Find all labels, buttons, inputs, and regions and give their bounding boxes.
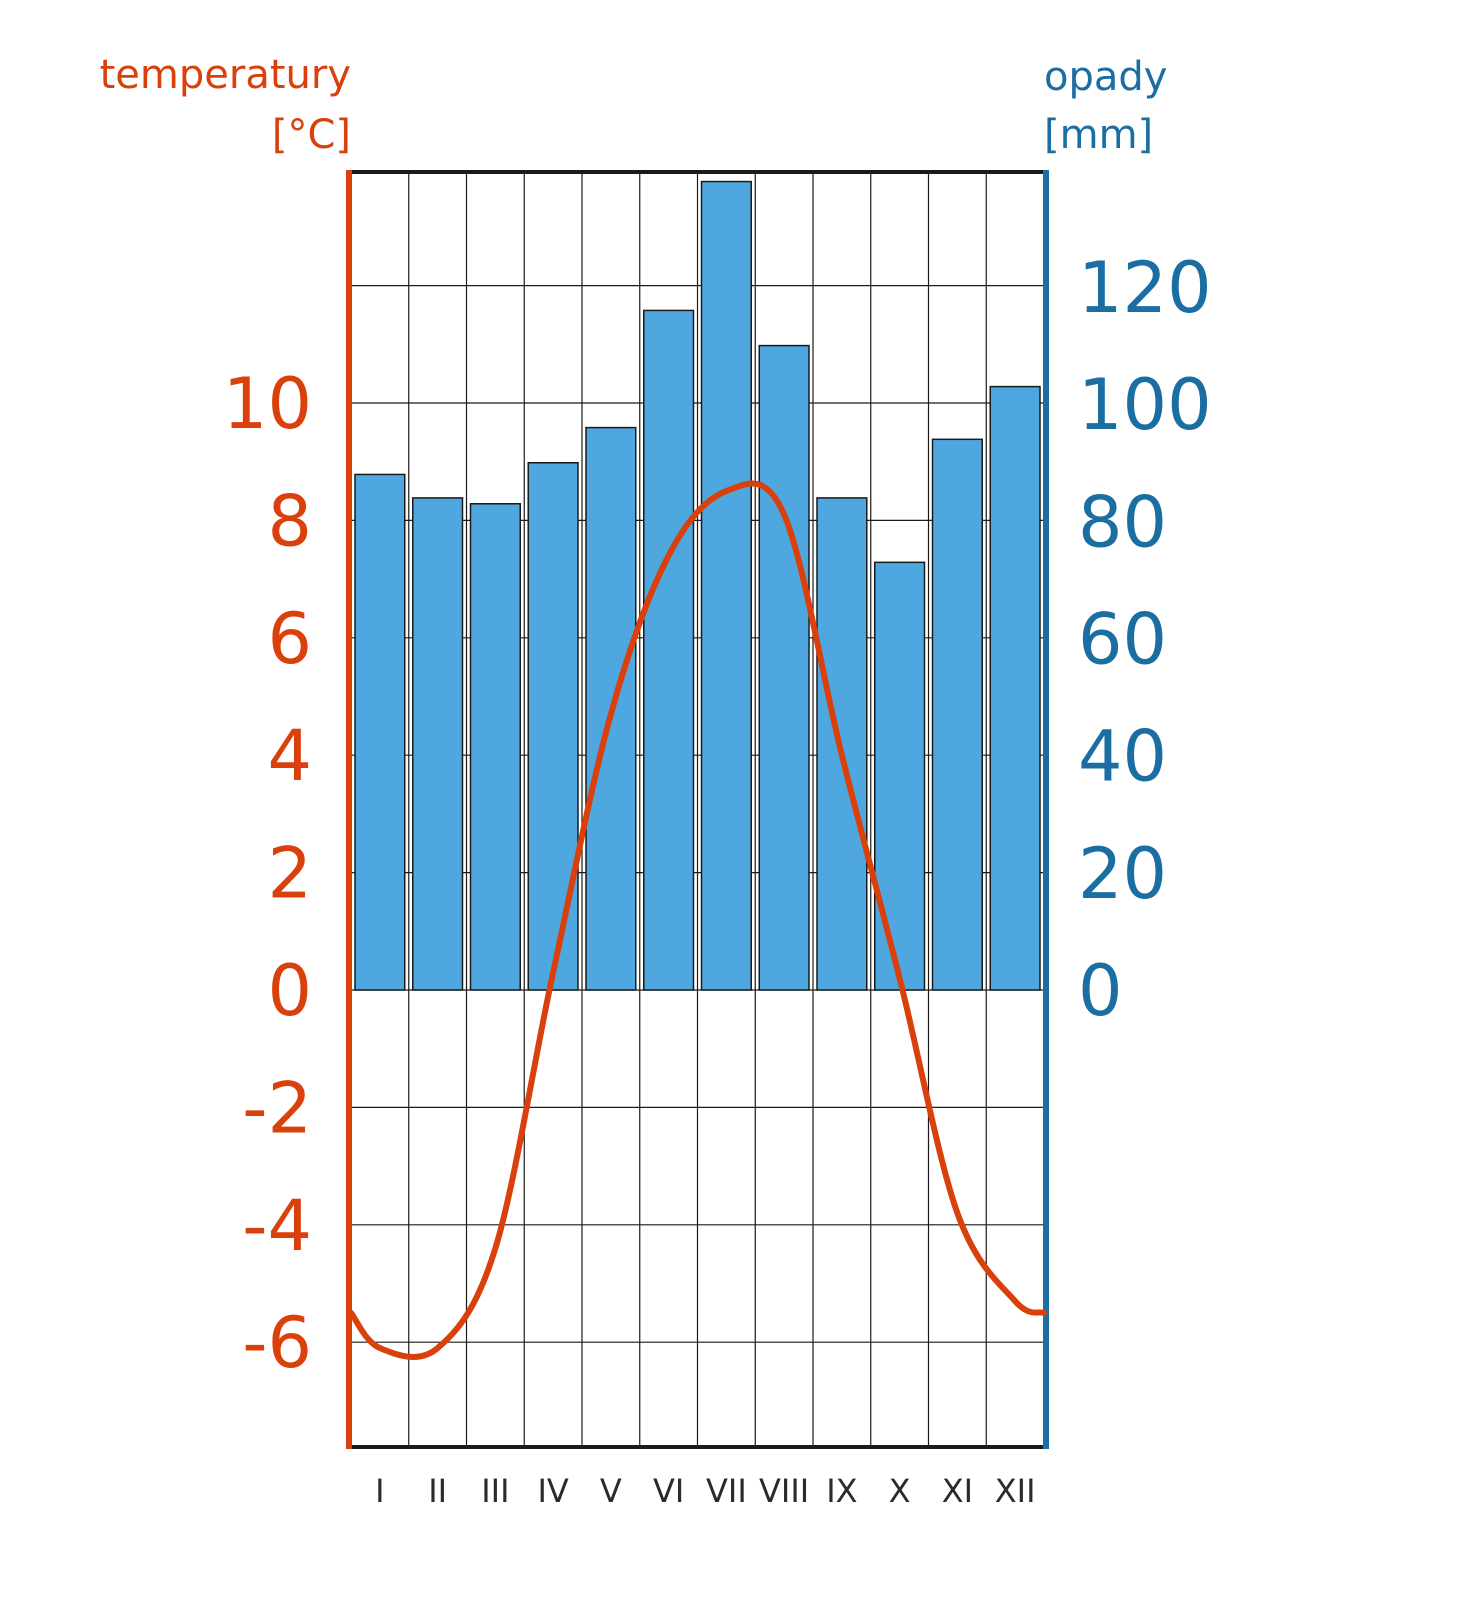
temperature-tick-label: 4	[267, 715, 312, 797]
month-label: IX	[826, 1472, 857, 1510]
temperature-axis-title-line2: [°C]	[272, 112, 351, 158]
temperature-tick-label: 8	[267, 480, 312, 562]
temperature-line-group	[348, 480, 1047, 1360]
precipitation-tick-label: 0	[1078, 950, 1123, 1032]
temperature-tick-label: 0	[267, 950, 312, 1032]
temperature-tick-label: -2	[242, 1067, 312, 1149]
month-label: XII	[995, 1472, 1036, 1510]
month-label: I	[375, 1472, 384, 1510]
precipitation-axis-title-line2: [mm]	[1044, 112, 1153, 158]
precipitation-bar	[931, 438, 983, 991]
precipitation-tick-label: 40	[1078, 716, 1167, 798]
month-label: V	[600, 1472, 622, 1510]
month-label: VII	[706, 1472, 747, 1510]
temperature-tick-label: 6	[267, 598, 312, 680]
month-label: IV	[537, 1472, 568, 1510]
precipitation-bar	[758, 344, 810, 991]
precipitation-tick-label: 60	[1078, 599, 1167, 681]
temperature-tick-label: -4	[242, 1185, 312, 1267]
precipitation-bar	[354, 473, 406, 991]
month-label: II	[428, 1472, 447, 1510]
month-label: VIII	[759, 1472, 809, 1510]
precipitation-bar	[700, 180, 752, 991]
precipitation-bars	[354, 180, 1041, 991]
temperature-axis-title-line1: temperatury	[100, 52, 351, 98]
precipitation-bar	[874, 561, 926, 991]
temperature-tick-label: -6	[242, 1302, 312, 1384]
temperature-line	[348, 480, 1047, 1360]
month-label: III	[481, 1472, 509, 1510]
month-label: XI	[942, 1472, 973, 1510]
month-label: X	[889, 1472, 911, 1510]
temperature-tick-label: 10	[223, 363, 312, 445]
month-labels: I II III IV V VI VII VIII IX X XI XII	[375, 1472, 1035, 1510]
precipitation-tick-label: 120	[1078, 247, 1212, 329]
precipitation-bar	[412, 497, 464, 991]
precipitation-bar	[989, 385, 1041, 991]
precipitation-bar	[527, 462, 579, 991]
precipitation-tick-label: 20	[1078, 833, 1167, 915]
precipitation-bar	[643, 309, 695, 991]
temperature-tick-label: 2	[267, 833, 312, 915]
month-label: VI	[653, 1472, 684, 1510]
temperature-ticks: -6 -4 -2 0 2 4 6 8 10	[223, 363, 312, 1384]
precipitation-ticks: 0 20 40 60 80 100 120	[1078, 247, 1212, 1032]
precipitation-tick-label: 80	[1078, 481, 1167, 563]
precipitation-axis-title-line1: opady	[1044, 54, 1167, 100]
precipitation-tick-label: 100	[1078, 364, 1212, 446]
precipitation-bar	[469, 503, 521, 991]
plot-frame	[346, 170, 1049, 1449]
